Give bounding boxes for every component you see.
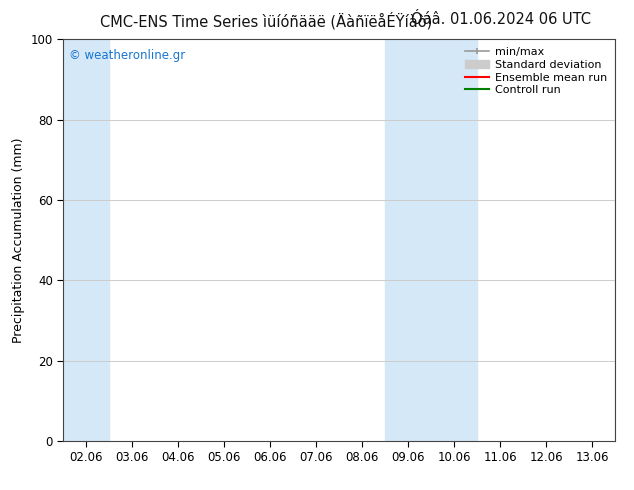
Text: © weatheronline.gr: © weatheronline.gr [69, 49, 185, 62]
Text: Óáâ. 01.06.2024 06 UTC: Óáâ. 01.06.2024 06 UTC [411, 12, 591, 27]
Bar [385, 39, 477, 441]
Y-axis label: Precipitation Accumulation (mm): Precipitation Accumulation (mm) [12, 137, 25, 343]
Text: CMC-ENS Time Series ìüíóñääë (ÄàñïëåÉŸíàò): CMC-ENS Time Series ìüíóñääë (ÄàñïëåÉŸíà… [100, 12, 432, 30]
Legend: min/max, Standard deviation, Ensemble mean run, Controll run: min/max, Standard deviation, Ensemble me… [460, 43, 612, 100]
Bar [615, 39, 634, 441]
Bar [63, 39, 110, 441]
